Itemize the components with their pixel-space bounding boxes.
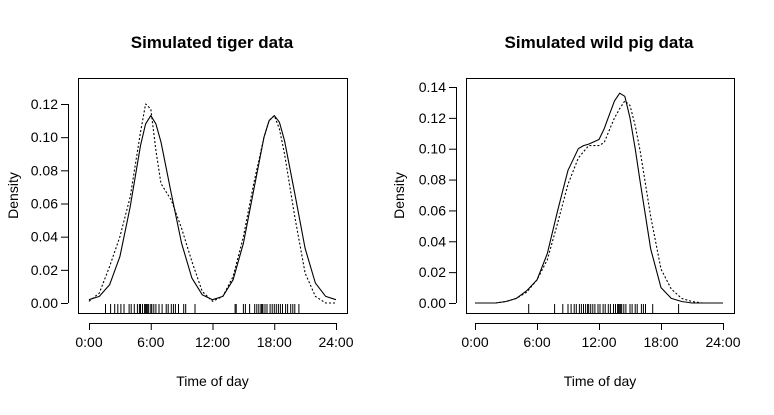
y-tick-label: 0.00 [31, 295, 58, 311]
x-tick-label: 18:00 [257, 334, 292, 350]
x-tick-label: 24:00 [705, 334, 740, 350]
y-tick-label: 0.08 [419, 172, 446, 188]
y-tick-label: 0.08 [31, 162, 58, 178]
x-tick-label: 12:00 [581, 334, 616, 350]
y-tick-label: 0.12 [419, 110, 446, 126]
plot-frame [78, 78, 348, 314]
chart-title: Simulated tiger data [131, 33, 294, 52]
y-tick-label: 0.04 [419, 233, 446, 249]
y-tick-label: 0.10 [31, 129, 58, 145]
x-tick-label: 12:00 [195, 334, 230, 350]
y-tick-label: 0.02 [419, 264, 446, 280]
y-tick-label: 0.12 [31, 96, 58, 112]
chart-title: Simulated wild pig data [505, 33, 694, 52]
y-tick-label: 0.14 [419, 79, 446, 95]
panel-2: Simulated wild pig data Time of day Densit… [391, 33, 741, 389]
y-tick-label: 0.06 [31, 196, 58, 212]
density-line-solid [88, 115, 337, 301]
y-tick-label: 0.00 [419, 295, 446, 311]
density-line-dashed [88, 103, 336, 304]
y-tick-label: 0.04 [31, 229, 58, 245]
panel-1: Simulated tiger data Time of day Density 0:… [5, 33, 354, 389]
x-tick-label: 6:00 [523, 334, 550, 350]
x-axis-label: Time of day [564, 373, 637, 389]
density-line-dashed [475, 100, 723, 304]
x-tick-label: 0:00 [461, 334, 488, 350]
x-tick-label: 18:00 [643, 334, 678, 350]
y-axis-label: Density [5, 172, 21, 219]
density-line-solid [475, 92, 723, 304]
x-axis-label: Time of day [176, 373, 249, 389]
y-tick-label: 0.06 [419, 202, 446, 218]
plot-frame [466, 78, 735, 314]
x-tick-label: 6:00 [137, 334, 164, 350]
y-tick-label: 0.10 [419, 141, 446, 157]
y-axis-label: Density [391, 172, 407, 219]
x-tick-label: 0:00 [75, 334, 102, 350]
y-tick-label: 0.02 [31, 262, 58, 278]
x-tick-label: 24:00 [318, 334, 353, 350]
